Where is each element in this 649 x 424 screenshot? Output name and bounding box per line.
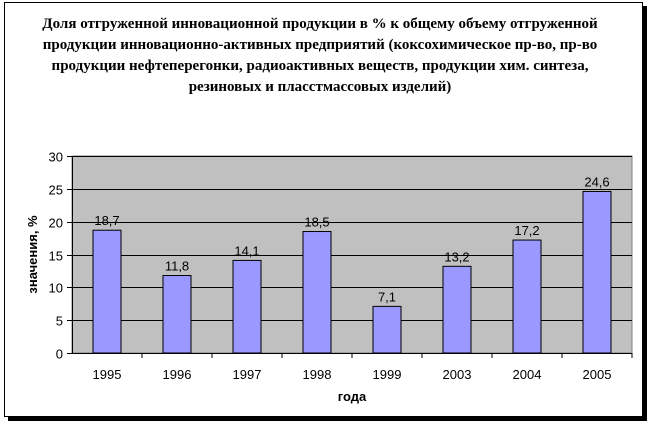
bar-2003 <box>442 265 472 354</box>
x-tick-label: 1996 <box>163 367 192 382</box>
x-tick-label: 1998 <box>303 367 332 382</box>
y-tick-label: 5 <box>56 314 63 329</box>
y-tick-label: 20 <box>49 216 63 231</box>
bar-1995 <box>92 229 122 354</box>
y-tick-label: 30 <box>49 150 63 165</box>
x-axis-title: года <box>338 389 367 404</box>
bar-2004 <box>512 239 542 354</box>
x-tick-label: 2004 <box>513 367 542 382</box>
bar-1998 <box>302 231 332 354</box>
bar-1999 <box>372 305 402 354</box>
y-tick-label: 0 <box>56 347 63 362</box>
data-label: 24,6 <box>584 174 609 189</box>
y-tick-label: 10 <box>49 281 63 296</box>
data-label: 17,2 <box>514 223 539 238</box>
data-label: 11,8 <box>165 259 189 274</box>
x-tick-label: 1997 <box>233 367 262 382</box>
x-tick-label: 2003 <box>443 367 472 382</box>
y-axis-title: значения, % <box>25 215 40 294</box>
data-label: 18,7 <box>94 213 119 228</box>
x-tick-label: 2005 <box>583 367 612 382</box>
x-tick-label: 1995 <box>93 367 122 382</box>
data-label: 13,2 <box>444 249 469 264</box>
y-tick-label: 15 <box>49 249 63 264</box>
data-label: 7,1 <box>378 289 396 304</box>
bar-2005 <box>582 190 612 354</box>
bar-1997 <box>232 259 262 354</box>
chart-title: Доля отгруженной инновационной продукции… <box>42 16 598 95</box>
x-tick-label: 1999 <box>373 367 402 382</box>
plot-area <box>71 155 633 354</box>
y-tick-label: 25 <box>49 183 63 198</box>
data-label: 14,1 <box>234 243 259 258</box>
data-label: 18,5 <box>304 215 329 230</box>
bar-1996 <box>162 275 192 354</box>
